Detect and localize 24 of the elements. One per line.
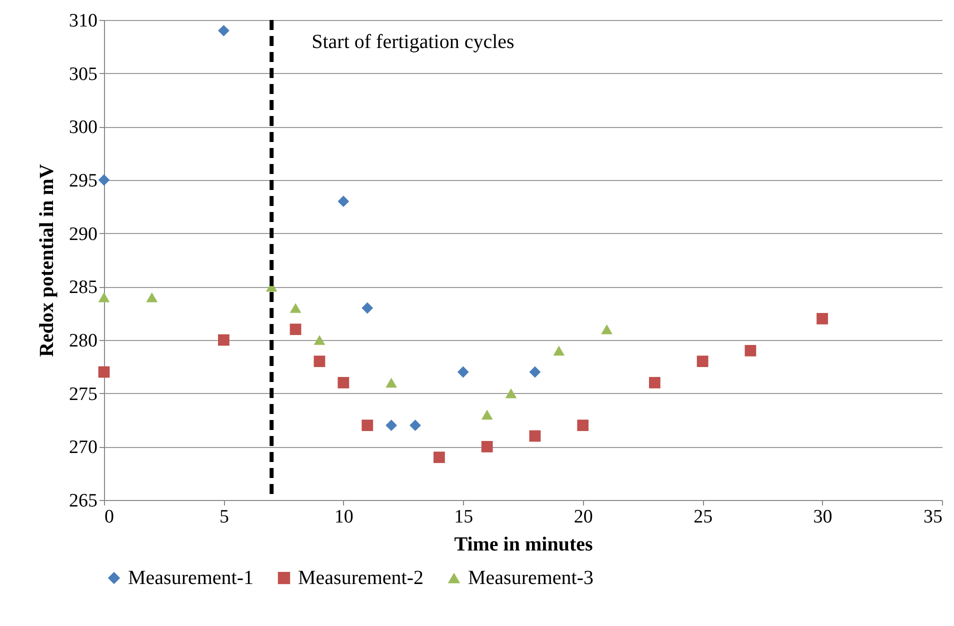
y-tick-label: 275 <box>69 384 98 405</box>
x-axis-title: Time in minutes <box>454 534 593 556</box>
y-tick-label: 300 <box>69 117 98 138</box>
x-tick-label: 20 <box>574 506 593 528</box>
x-tick-label: 0 <box>104 506 114 528</box>
x-tick-label: 10 <box>334 506 354 528</box>
ref-line-label: Start of fertigation cycles <box>312 31 515 53</box>
y-tick-label: 270 <box>69 437 98 458</box>
x-tick-label: 25 <box>694 506 713 528</box>
y-tick-label: 305 <box>69 64 98 85</box>
y-tick-label: 265 <box>69 490 98 512</box>
y-tick-label: 285 <box>69 277 98 298</box>
x-tick-label: 30 <box>813 506 832 528</box>
x-tick-label: 35 <box>924 506 942 528</box>
legend-label: Measurement-2 <box>298 567 424 589</box>
x-tick-label: 5 <box>219 506 229 528</box>
y-tick-label: 290 <box>69 224 98 245</box>
y-axis-title: Redox potential in mV <box>36 164 58 357</box>
y-tick-label: 310 <box>69 10 98 32</box>
legend-label: Measurement-1 <box>128 567 254 589</box>
y-tick-label: 295 <box>69 170 98 192</box>
x-tick-label: 15 <box>454 506 474 528</box>
y-tick-label: 280 <box>69 330 98 352</box>
legend-label: Measurement-3 <box>468 567 594 589</box>
